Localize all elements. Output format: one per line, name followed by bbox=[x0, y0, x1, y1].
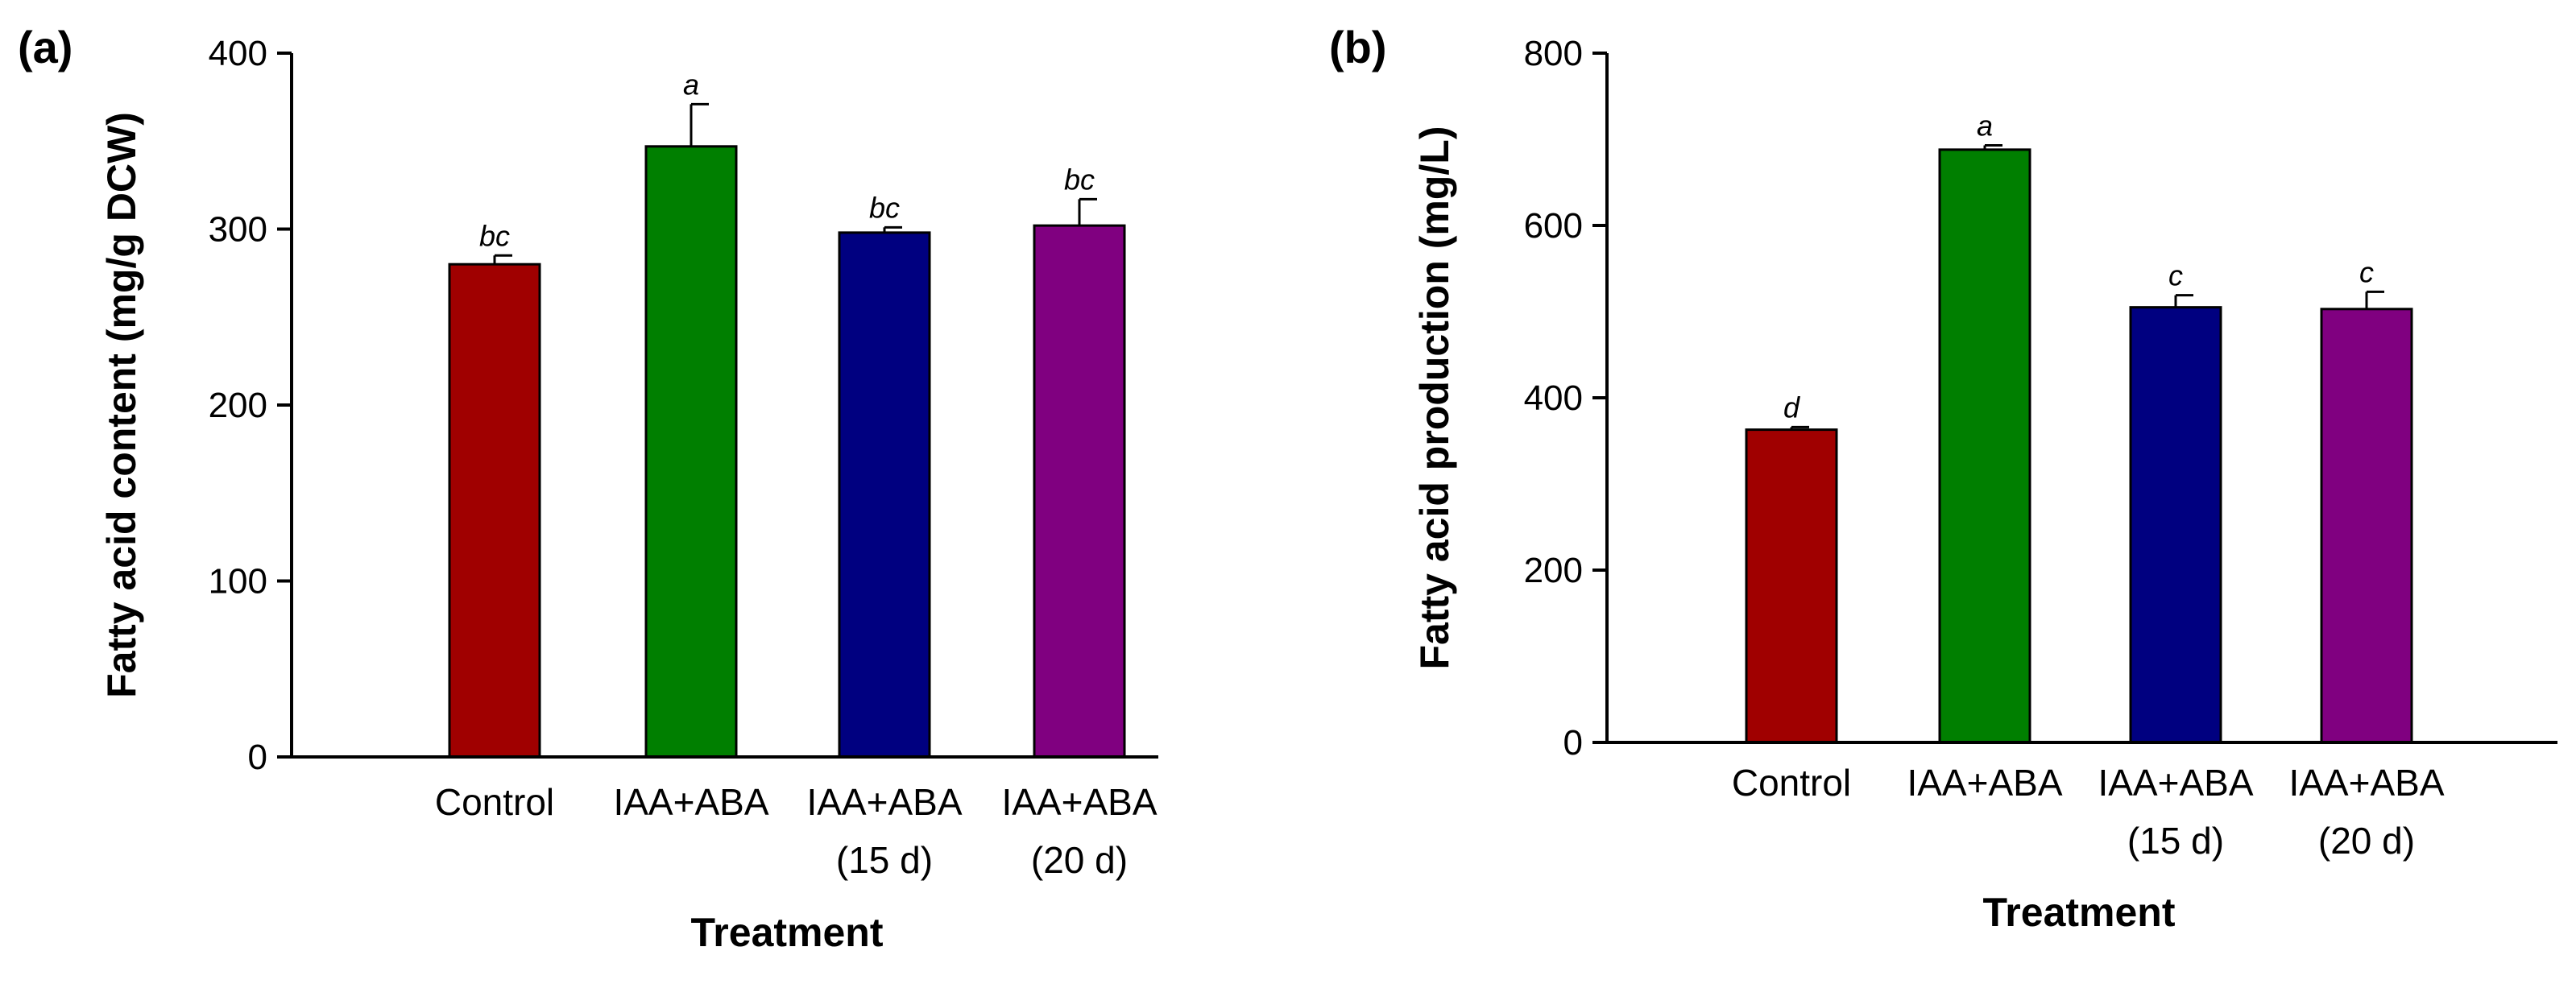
significance-label: c bbox=[2359, 255, 2374, 288]
bar bbox=[2129, 306, 2222, 744]
y-tick-label: 400 bbox=[1524, 378, 1583, 418]
significance-label: d bbox=[1783, 391, 1800, 424]
y-tick-label: 200 bbox=[1524, 551, 1583, 590]
y-tick-label: 0 bbox=[248, 738, 267, 777]
panel-label: (a) bbox=[18, 22, 72, 72]
bar bbox=[448, 263, 541, 759]
significance-label: bc bbox=[1064, 163, 1095, 196]
x-tick-label: Control bbox=[435, 781, 554, 823]
bar bbox=[838, 231, 931, 759]
bar bbox=[1033, 224, 1126, 759]
bar bbox=[1745, 428, 1838, 744]
y-tick-label: 300 bbox=[209, 210, 267, 250]
x-tick-label: IAA+ABA bbox=[1907, 762, 2062, 804]
bar bbox=[644, 145, 738, 759]
x-tick-label: (15 d) bbox=[2127, 820, 2224, 862]
y-tick-label: 400 bbox=[209, 34, 267, 73]
x-tick-label: IAA+ABA bbox=[1001, 781, 1157, 823]
significance-label: bc bbox=[479, 219, 510, 252]
chart-panel-a: (a) bc Control a IAA+ABA bc IAA+ABA (15 d) bc IAA… bbox=[18, 22, 1158, 955]
significance-label: bc bbox=[869, 191, 900, 224]
y-tick-label: 200 bbox=[209, 386, 267, 425]
x-tick-label: IAA+ABA bbox=[2098, 762, 2253, 804]
y-axis-title: Fatty acid production (mg/L) bbox=[1412, 126, 1457, 670]
panel-label: (b) bbox=[1329, 22, 1387, 72]
significance-label: a bbox=[683, 68, 699, 101]
x-axis-title: Treatment bbox=[1983, 890, 2176, 935]
chart-panel-b: (b) d Control a IAA+ABA c IAA+ABA (15 d) c IAA+AB… bbox=[1329, 22, 2557, 935]
x-tick-label: IAA+ABA bbox=[806, 781, 962, 823]
x-tick-label: IAA+ABA bbox=[613, 781, 768, 823]
y-tick-label: 800 bbox=[1524, 34, 1583, 73]
x-tick-label: (20 d) bbox=[2318, 820, 2415, 862]
y-tick-label: 0 bbox=[1563, 723, 1583, 763]
bar bbox=[1938, 148, 2031, 744]
x-tick-label: Control bbox=[1732, 762, 1851, 804]
x-tick-label: (15 d) bbox=[836, 839, 933, 881]
significance-label: c bbox=[2168, 259, 2183, 292]
x-tick-label: (20 d) bbox=[1031, 839, 1128, 881]
y-tick-label: 600 bbox=[1524, 206, 1583, 246]
x-axis-title: Treatment bbox=[691, 910, 884, 955]
y-tick-label: 100 bbox=[209, 562, 267, 602]
bar bbox=[2320, 308, 2413, 744]
significance-label: a bbox=[1977, 109, 1993, 142]
y-axis-title: Fatty acid content (mg/g DCW) bbox=[99, 112, 144, 698]
x-tick-label: IAA+ABA bbox=[2288, 762, 2444, 804]
